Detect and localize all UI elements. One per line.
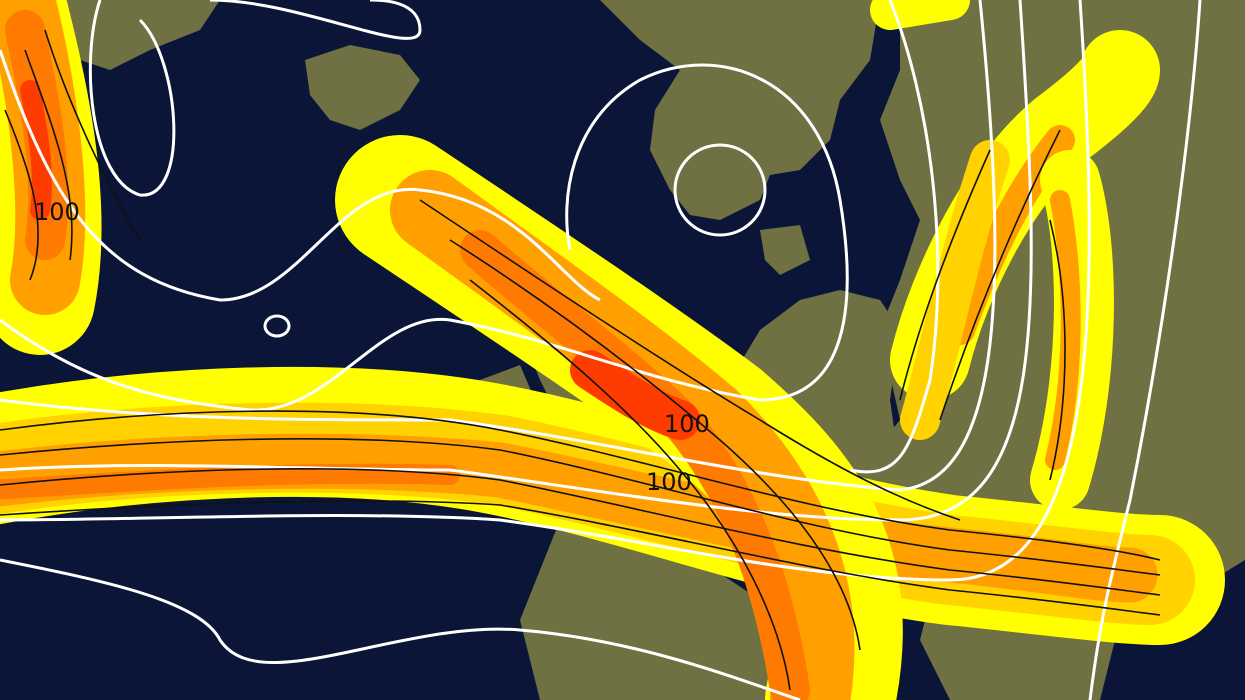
denmark (760, 225, 810, 275)
finland-russia (850, 0, 1245, 600)
greenland (40, 0, 220, 70)
jet-north-patch (870, 0, 970, 30)
jet-subtropical (0, 366, 1225, 645)
jet-polar (335, 135, 903, 700)
contour-label: 100 (34, 198, 80, 226)
wind-streamlines (0, 29, 1161, 691)
contour-label: 100 (646, 468, 692, 496)
continental-europe (730, 290, 900, 500)
iceland (305, 45, 420, 130)
jet-north-atlantic-west (0, 0, 102, 355)
pressure-contours (0, 0, 1202, 700)
iberia-italy (520, 520, 800, 700)
contour-labels: 100 100 100 (34, 198, 710, 496)
contour-label: 100 (664, 410, 710, 438)
scandinavia (600, 0, 880, 220)
